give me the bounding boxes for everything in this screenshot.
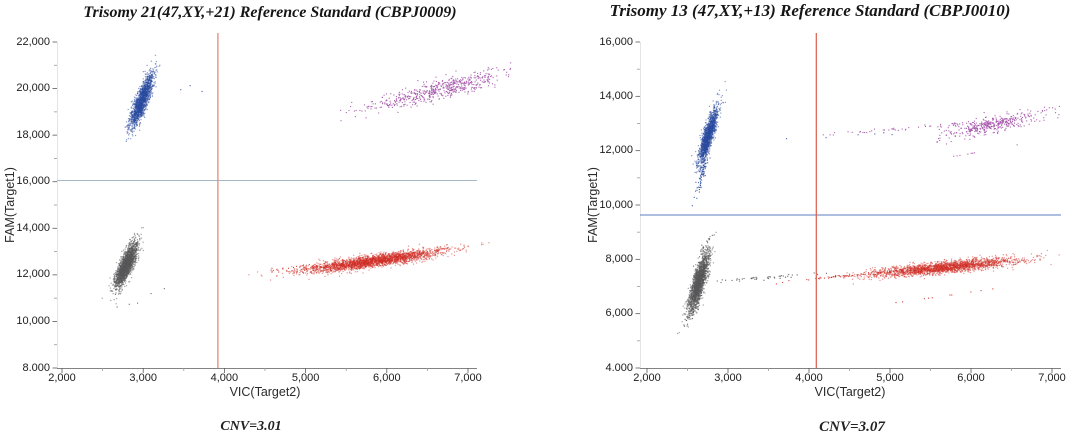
y-tick-label: 12,000 xyxy=(599,144,633,157)
x-tick-label: 5,000 xyxy=(291,372,320,384)
y-tick-label: 18,000 xyxy=(16,128,50,141)
x-tick-label: 4,000 xyxy=(210,372,239,384)
y-tick-label: 14,000 xyxy=(16,221,50,234)
x-axis-label: VIC(Target2) xyxy=(229,385,301,399)
y-tick-label: 22,000 xyxy=(16,35,50,48)
x-tick-label: 6,000 xyxy=(373,372,401,384)
y-tick-label: 16,000 xyxy=(599,35,633,48)
y-tick-label: 6,000 xyxy=(605,307,633,320)
x-tick-label: 3,000 xyxy=(714,372,742,384)
y-tick-label: 10,000 xyxy=(16,314,50,327)
x-axis-label: VIC(Target2) xyxy=(814,385,886,399)
y-tick-label: 8.000 xyxy=(22,361,50,374)
y-tick-label: 16,000 xyxy=(16,175,50,188)
x-tick-label: 2,000 xyxy=(633,372,661,384)
x-tick-label: 5,000 xyxy=(876,372,904,384)
y-tick-label: 10,000 xyxy=(599,198,633,211)
x-tick-label: 4,000 xyxy=(795,372,823,384)
cnv-value: CNV=3.07 xyxy=(819,419,885,435)
chart-trisomy-21: Trisomy 21(47,XY,+21) Reference Standard… xyxy=(0,0,540,443)
x-tick-label: 2,000 xyxy=(48,372,76,384)
scatter-plot-canvas xyxy=(0,0,540,443)
x-tick-label: 7,000 xyxy=(1038,372,1066,384)
y-tick-label: 14,000 xyxy=(599,89,633,102)
x-tick-label: 6,000 xyxy=(957,372,985,384)
x-tick-label: 3,000 xyxy=(129,372,157,384)
x-tick-label: 7,000 xyxy=(454,372,482,384)
y-tick-label: 12,000 xyxy=(16,268,50,281)
chart-trisomy-13: Trisomy 13 (47,XY,+13) Reference Standar… xyxy=(540,0,1080,443)
scatter-plot-canvas xyxy=(540,0,1080,443)
y-tick-label: 4.000 xyxy=(605,361,633,374)
y-axis-label: FAM(Target1) xyxy=(3,167,17,243)
y-tick-label: 20,000 xyxy=(16,82,50,95)
cnv-value: CNV=3.01 xyxy=(220,419,282,434)
y-tick-label: 8,000 xyxy=(605,252,633,265)
